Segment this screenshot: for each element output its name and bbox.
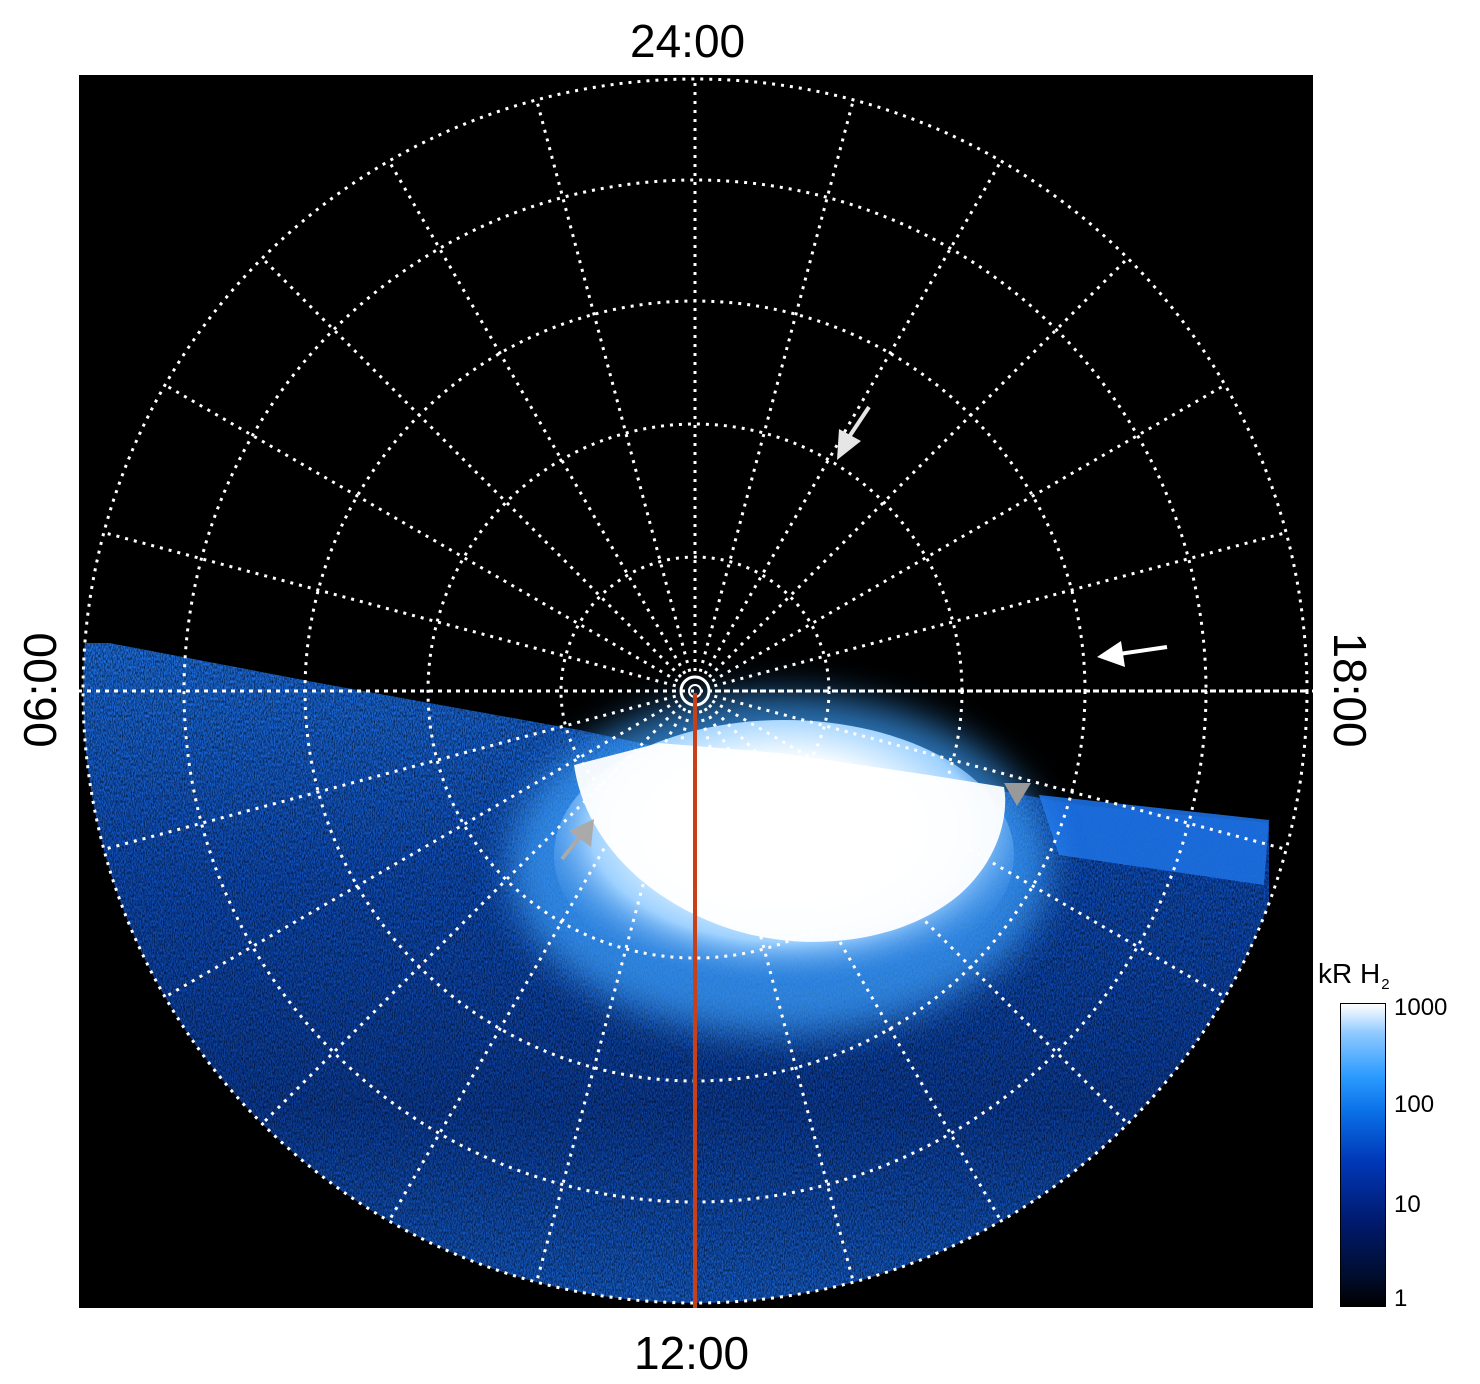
meridian-line-20	[164, 383, 679, 683]
local-time-label-24: 24:00	[630, 15, 746, 67]
meridian-line-21	[261, 257, 682, 678]
colorbar-tick-1: 1	[1394, 1285, 1408, 1312]
meridian-line-1	[698, 99, 855, 673]
colorbar-tick-100: 100	[1394, 1091, 1435, 1118]
colorbar-title: kR H2	[1318, 958, 1390, 993]
white-arrow-upper	[837, 405, 871, 460]
colorbar	[1340, 1003, 1386, 1307]
bright-auroral-arc	[574, 743, 1006, 942]
colorbar-tick-10: 10	[1394, 1191, 1421, 1218]
meridian-line-5	[713, 531, 1287, 688]
local-time-label-12: 12:00	[634, 1327, 750, 1379]
gray-arrow-right	[1004, 783, 1031, 806]
polar-projection-panel	[79, 75, 1313, 1308]
latitude-ring-5	[81, 77, 1309, 1305]
local-time-label-06: 06:00	[14, 632, 66, 748]
meridian-line-2	[703, 160, 1003, 675]
dawn-flank-band	[1039, 795, 1269, 885]
auroral-emission-image	[83, 643, 1269, 1303]
colorbar-title-subscript: 2	[1381, 976, 1390, 993]
polar-projection-svg	[79, 77, 1313, 1308]
gray-arrow-left	[560, 819, 594, 861]
meridian-line-4	[711, 383, 1226, 683]
meridian-line-22	[387, 160, 687, 675]
colorbar-tick-1000: 1000	[1394, 994, 1448, 1021]
white-arrow-right	[1097, 641, 1168, 667]
meridian-line-3	[708, 257, 1129, 678]
meridian-lines	[79, 79, 1313, 1303]
local-time-label-18: 18:00	[1324, 632, 1376, 748]
